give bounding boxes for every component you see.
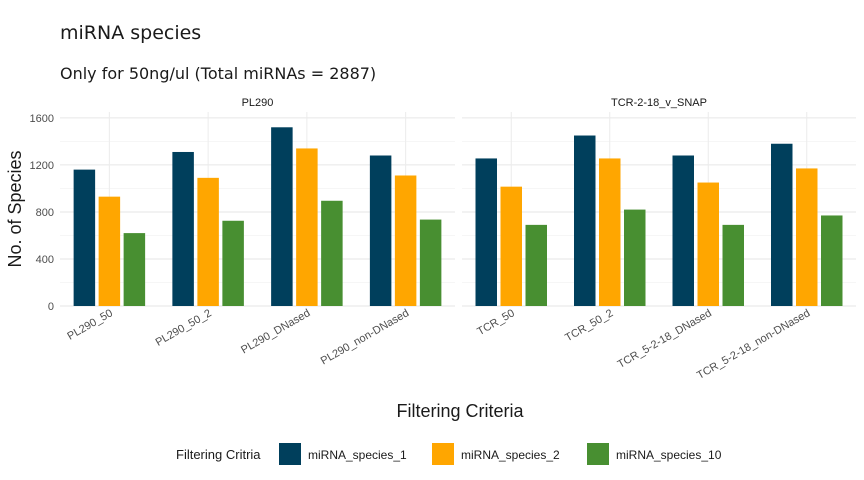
x-tick-label: TCR_5-2-18_non-DNased <box>695 307 812 382</box>
x-tick-label: PL290_50_2 <box>154 307 214 349</box>
bar-miRNA-species-1 <box>771 143 793 306</box>
bar-miRNA-species-10 <box>419 219 442 306</box>
bar-miRNA-species-1 <box>73 169 96 306</box>
y-tick-label: 400 <box>36 254 54 266</box>
bar-miRNA-species-10 <box>624 209 646 306</box>
legend-swatch <box>587 443 609 465</box>
y-tick-label: 800 <box>36 207 54 219</box>
facet-label: PL290 <box>242 97 274 109</box>
bar-miRNA-species-10 <box>123 233 146 306</box>
bar-miRNA-species-1 <box>172 151 194 306</box>
y-tick-label: 1600 <box>30 113 54 125</box>
bar-miRNA-species-10 <box>321 200 343 306</box>
x-tick-label: PL290_DNased <box>239 307 312 356</box>
x-axis-title: Filtering Criteria <box>396 401 524 421</box>
bar-miRNA-species-1 <box>672 155 694 306</box>
facet-label: TCR-2-18_v_SNAP <box>611 97 707 109</box>
chart-subtitle: Only for 50ng/ul (Total miRNAs = 2887) <box>60 64 377 83</box>
bar-miRNA-species-1 <box>271 127 293 306</box>
legend-swatch <box>279 443 301 465</box>
bar-miRNA-species-1 <box>475 158 497 306</box>
bar-miRNA-species-2 <box>500 186 522 306</box>
bar-miRNA-species-1 <box>574 135 596 306</box>
legend-label: miRNA_species_2 <box>461 448 560 462</box>
x-tick-label: TCR_5-2-18_DNased <box>616 307 714 371</box>
bar-miRNA-species-2 <box>197 177 219 306</box>
legend-label: miRNA_species_10 <box>616 448 722 462</box>
bar-miRNA-species-2 <box>697 182 719 306</box>
x-tick-label: PL290_50 <box>65 307 114 342</box>
bar-miRNA-species-10 <box>821 215 843 306</box>
bar-miRNA-species-2 <box>796 168 818 306</box>
legend-label: miRNA_species_1 <box>308 448 407 462</box>
bar-miRNA-species-10 <box>222 220 244 306</box>
x-tick-label: TCR_50_2 <box>563 307 615 344</box>
bar-miRNA-species-10 <box>722 224 744 306</box>
bar-miRNA-species-10 <box>525 224 547 306</box>
y-axis-title: No. of Species <box>5 150 25 267</box>
y-tick-label: 1200 <box>30 160 54 172</box>
bar-miRNA-species-2 <box>599 158 621 306</box>
y-tick-label: 0 <box>48 301 54 313</box>
x-tick-label: TCR_50 <box>475 307 516 338</box>
chart-title: miRNA species <box>60 22 202 44</box>
bar-miRNA-species-2 <box>394 175 417 306</box>
bar-miRNA-species-2 <box>98 196 121 306</box>
bar-miRNA-species-1 <box>369 155 392 306</box>
legend-title: Filtering Critria <box>176 447 261 462</box>
x-tick-label: PL290_non-DNased <box>319 307 411 367</box>
bar-miRNA-species-2 <box>296 148 318 306</box>
legend-swatch <box>432 443 454 465</box>
